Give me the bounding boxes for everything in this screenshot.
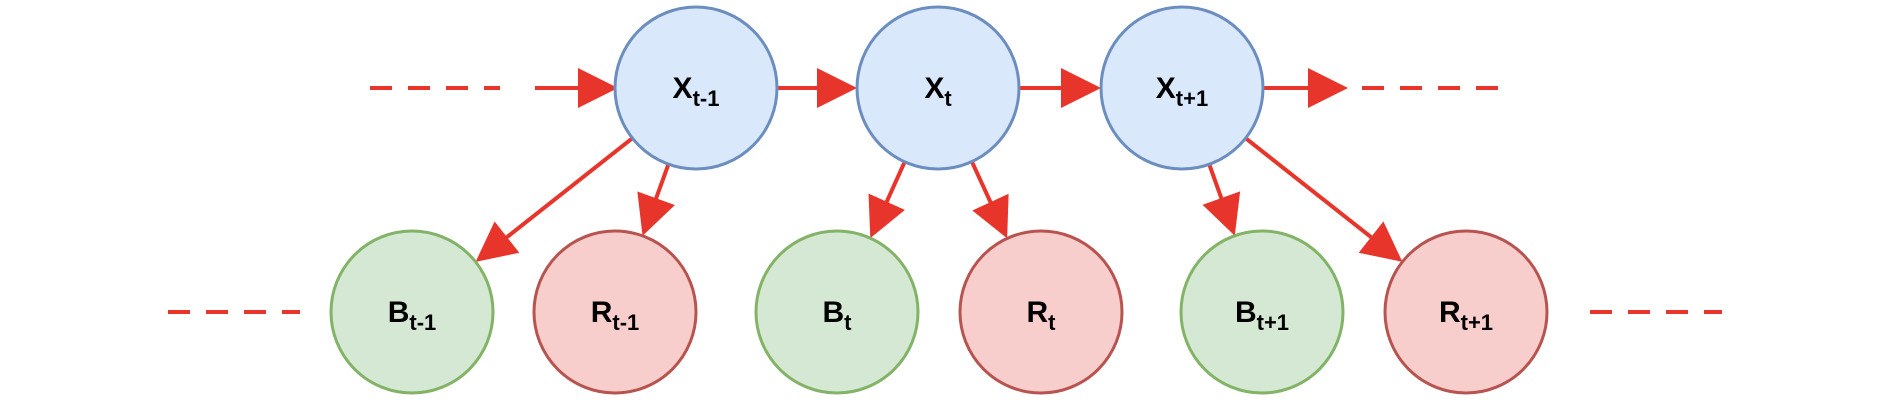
svg-text:Xt+1: Xt+1 [1156, 72, 1208, 111]
node-b-prev: Bt-1 [329, 229, 495, 395]
node-r-curr: Rt [958, 229, 1124, 395]
svg-text:Xt: Xt [924, 72, 952, 111]
svg-text:Bt+1: Bt+1 [1235, 296, 1289, 335]
edge-x_next-to-b_next [1202, 163, 1241, 236]
svg-text:Rt-1: Rt-1 [591, 296, 640, 335]
continuation-dashes [168, 86, 1722, 314]
edge-x_curr-to-b_curr [868, 161, 907, 239]
node-x-curr: Xt [855, 5, 1021, 171]
nodes-group: Xt-1 Xt Xt+1 Bt-1 Rt-1 [329, 5, 1549, 395]
edge-x_prev-to-r_prev [637, 163, 675, 236]
svg-text:Bt-1: Bt-1 [388, 296, 437, 335]
svg-text:Xt-1: Xt-1 [673, 72, 720, 111]
svg-text:Rt+1: Rt+1 [1439, 296, 1493, 335]
edge-x_curr-to-r_curr [970, 160, 1009, 239]
edges-group [475, 68, 1403, 262]
node-b-next: Bt+1 [1179, 229, 1345, 395]
node-x-next: Xt+1 [1099, 5, 1265, 171]
edge-x_next-to-r_next [1244, 136, 1403, 262]
node-x-prev: Xt-1 [613, 5, 779, 171]
svg-text:Bt: Bt [823, 296, 853, 335]
edge-x_prev-to-b_prev [475, 136, 634, 262]
node-r-next: Rt+1 [1383, 229, 1549, 395]
node-r-prev: Rt-1 [532, 229, 698, 395]
node-b-curr: Bt [754, 229, 920, 395]
svg-text:Rt: Rt [1027, 296, 1057, 335]
